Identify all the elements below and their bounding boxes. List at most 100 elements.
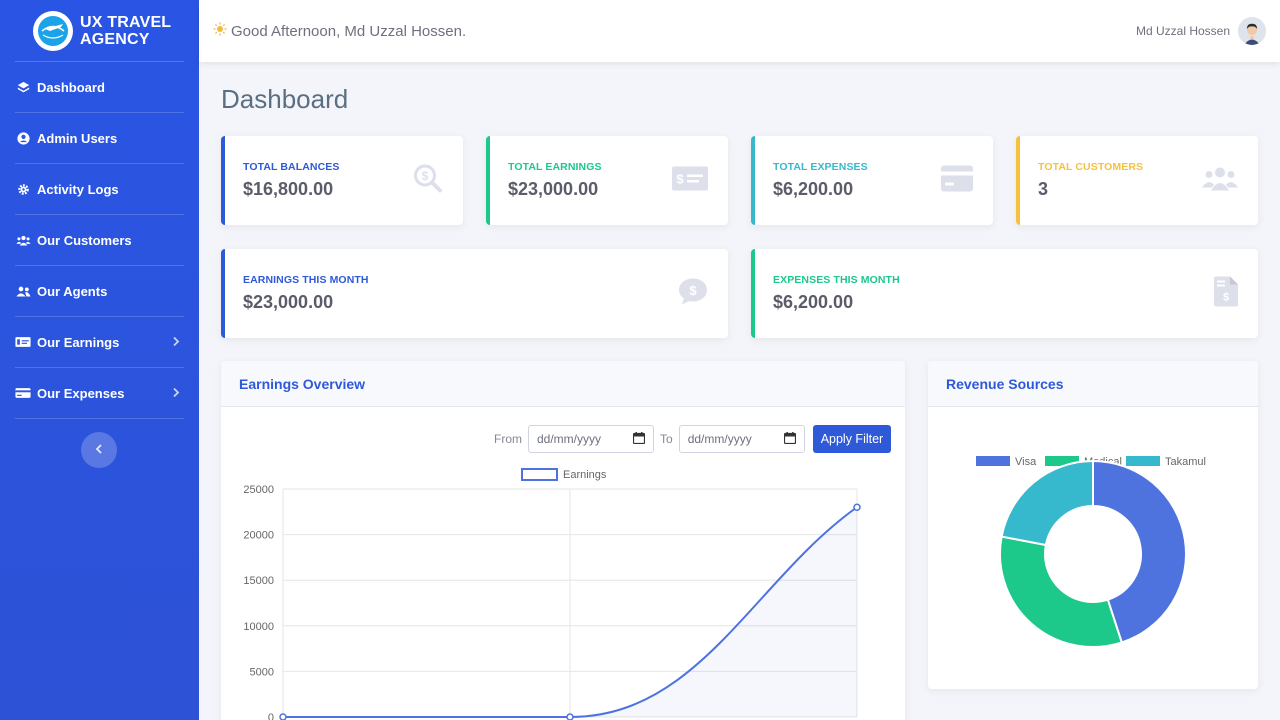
svg-text:$: $ (1223, 291, 1229, 303)
avatar[interactable] (1238, 17, 1266, 45)
sidebar-item-our-agents[interactable]: Our Agents (15, 266, 184, 317)
earnings-area-fill (283, 507, 857, 717)
sidebar-item-label: Admin Users (37, 130, 118, 146)
legend-swatch[interactable] (1126, 456, 1160, 466)
earnings-overview-title: Earnings Overview (221, 361, 905, 407)
earnings-points (279, 503, 861, 720)
y-tick-label: 0 (268, 712, 274, 720)
svg-text:$: $ (422, 169, 429, 183)
sidebar-item-label: Our Expenses (37, 385, 125, 401)
y-tick-label: 25000 (243, 484, 274, 496)
money-card-icon (15, 334, 31, 350)
stat-card-earnings-this-month: Earnings This Month $23,000.00 $ (221, 249, 728, 338)
sidebar-nav: Dashboard Admin Users Activity Logs Our … (15, 62, 184, 419)
from-date-placeholder: dd/mm/yyyy (537, 432, 602, 446)
calendar-icon[interactable] (632, 431, 646, 447)
sidebar-item-dashboard[interactable]: Dashboard (15, 62, 184, 113)
earnings-line-chart: Earnings 0 5000 10000 15000 20000 25000 (243, 468, 861, 720)
greeting: Good Afternoon, Md Uzzal Hossen. (213, 22, 466, 40)
from-date-input[interactable]: dd/mm/yyyy (528, 425, 654, 453)
stat-label: Total Earnings (508, 161, 602, 173)
stat-value: $6,200.00 (773, 179, 854, 199)
svg-text:$: $ (689, 283, 697, 298)
brand-name: UX Travel Agency (80, 13, 171, 48)
stat-card-total-expenses: Total Expenses $6,200.00 (751, 136, 993, 225)
page-title: Dashboard (221, 84, 349, 114)
to-date-placeholder: dd/mm/yyyy (687, 432, 752, 446)
y-tick-label: 20000 (243, 530, 274, 542)
sidebar-item-our-expenses[interactable]: Our Expenses (15, 368, 184, 419)
plane-globe-logo-icon (33, 10, 73, 51)
y-tick-label: 15000 (243, 575, 274, 587)
legend-swatch[interactable] (976, 456, 1010, 466)
data-point[interactable] (566, 713, 574, 720)
legend-swatch-earnings (521, 468, 558, 481)
file-invoice-dollar-icon: $ (1214, 276, 1238, 311)
legend-swatch[interactable] (1045, 456, 1079, 466)
data-point[interactable] (853, 503, 861, 511)
stat-value: $23,000.00 (243, 292, 334, 312)
stat-card-expenses-this-month: Expenses This Month $6,200.00 $ (751, 249, 1258, 338)
legend-label-earnings: Earnings (563, 469, 607, 481)
donut-slice-medical[interactable] (999, 535, 1123, 648)
to-label: To (660, 432, 673, 446)
sidebar-item-label: Our Earnings (37, 334, 120, 350)
stat-label: Earnings This Month (243, 274, 369, 286)
stat-value: $16,800.00 (243, 179, 334, 199)
earnings-series-line (283, 506, 858, 718)
search-dollar-icon: $ (413, 163, 443, 198)
sidebar-item-our-earnings[interactable]: Our Earnings (15, 317, 184, 368)
svg-text:$: $ (676, 171, 684, 186)
stat-label: Total Balances (243, 161, 340, 173)
legend-label: Visa (1015, 456, 1037, 468)
calendar-icon[interactable] (783, 431, 796, 447)
comment-dollar-icon: $ (678, 277, 708, 310)
stat-label: Expenses This Month (773, 274, 900, 286)
stat-label: Total Customers (1038, 161, 1144, 173)
stat-value: 3 (1038, 179, 1049, 199)
chevron-left-icon (95, 441, 103, 459)
users-icon (15, 232, 31, 248)
to-date-input[interactable]: dd/mm/yyyy (678, 425, 805, 453)
chevron-right-icon (172, 335, 180, 350)
sidebar-item-admin-users[interactable]: Admin Users (15, 113, 184, 164)
user-name: Md Uzzal Hossen (1135, 24, 1230, 38)
sidebar: UX Travel Agency Dashboard Admin Users A… (0, 0, 199, 720)
revenue-donut-chart: VisaMedicalTakamul (976, 456, 1206, 648)
earnings-overview-panel: Earnings Overview From dd/mm/yyyy To dd/… (221, 361, 905, 720)
sidebar-item-label: Our Agents (37, 283, 108, 299)
date-filter: From dd/mm/yyyy To dd/mm/yyyy Apply Filt… (494, 425, 892, 453)
revenue-sources-title: Revenue Sources (928, 361, 1258, 407)
money-bill-icon: $ (672, 166, 708, 195)
sidebar-toggle-button[interactable] (81, 432, 117, 468)
sidebar-item-label: Dashboard (37, 79, 105, 95)
credit-card-icon (15, 385, 31, 401)
revenue-sources-panel: Revenue Sources VisaMedicalTakamul (928, 361, 1258, 689)
brand[interactable]: UX Travel Agency (15, 0, 184, 62)
legend-label: Takamul (1165, 456, 1206, 468)
stat-label: Total Expenses (773, 161, 868, 173)
sidebar-item-our-customers[interactable]: Our Customers (15, 215, 184, 266)
donut-slice-visa[interactable] (1092, 459, 1187, 644)
chevron-right-icon (172, 386, 180, 401)
gear-icon (15, 181, 31, 197)
donut-slice-takamul[interactable] (1000, 459, 1094, 547)
y-axis-ticks: 0 5000 10000 15000 20000 25000 (243, 484, 274, 720)
layers-icon (15, 79, 31, 95)
user-circle-icon (15, 130, 31, 146)
users-icon (1202, 165, 1238, 196)
stat-card-total-balances: Total Balances $16,800.00 $ (221, 136, 463, 225)
apply-filter-button[interactable]: Apply Filter (812, 425, 892, 453)
donut-slices (999, 459, 1187, 648)
chart-legend: Earnings (521, 468, 607, 481)
from-label: From (494, 432, 522, 446)
sidebar-item-activity-logs[interactable]: Activity Logs (15, 164, 184, 215)
credit-card-icon (941, 165, 973, 196)
user-menu[interactable]: Md Uzzal Hossen (1136, 17, 1266, 45)
sidebar-item-label: Our Customers (37, 232, 132, 248)
stat-card-total-earnings: Total Earnings $23,000.00 $ (486, 136, 728, 225)
stat-value: $6,200.00 (773, 292, 854, 312)
stat-card-total-customers: Total Customers 3 (1016, 136, 1258, 225)
stat-value: $23,000.00 (508, 179, 599, 199)
data-point[interactable] (279, 713, 287, 720)
